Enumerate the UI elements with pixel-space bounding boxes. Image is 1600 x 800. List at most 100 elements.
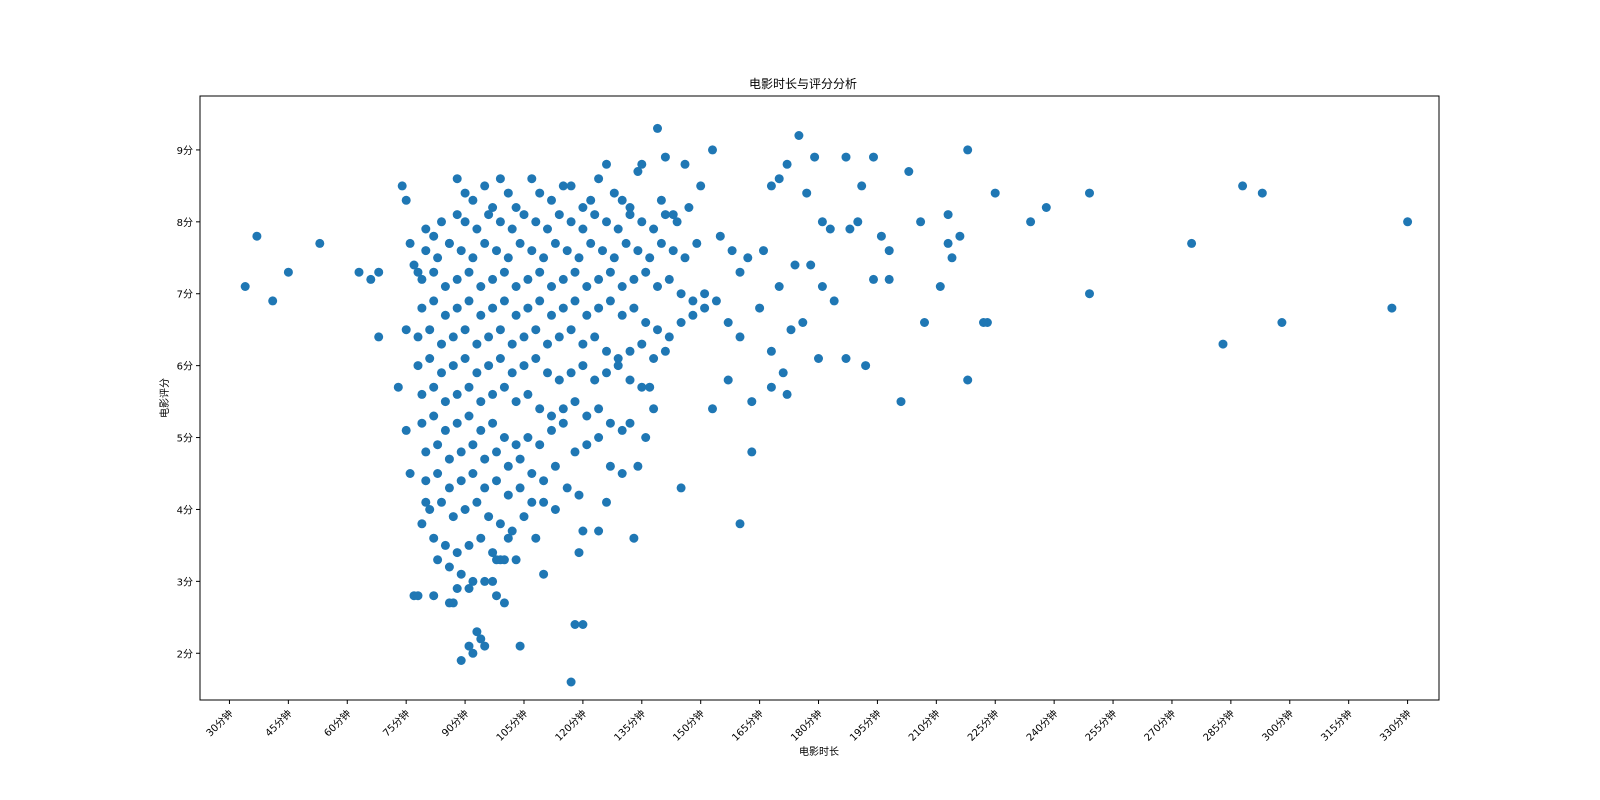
data-point: [429, 296, 439, 306]
data-point: [629, 303, 639, 313]
data-point: [735, 332, 745, 342]
data-point: [845, 224, 855, 234]
data-point: [452, 303, 462, 313]
data-point: [452, 389, 462, 399]
data-point: [252, 231, 262, 241]
data-point: [495, 519, 505, 529]
data-point: [955, 231, 965, 241]
data-point: [700, 303, 710, 313]
data-point: [448, 598, 458, 608]
data-point: [433, 253, 443, 263]
data-point: [735, 519, 745, 529]
data-point: [456, 246, 466, 256]
data-point: [535, 296, 545, 306]
data-point: [499, 296, 509, 306]
data-point: [869, 152, 878, 162]
data-point: [613, 354, 623, 363]
data-point: [660, 210, 670, 220]
data-point: [492, 591, 501, 601]
data-point: [755, 303, 765, 313]
data-point: [495, 174, 505, 184]
data-point: [688, 296, 698, 306]
data-point: [495, 217, 505, 227]
data-point: [499, 555, 509, 565]
data-point: [397, 181, 407, 191]
data-point: [782, 389, 792, 399]
data-point: [401, 325, 411, 335]
data-point: [437, 368, 446, 378]
data-point: [766, 181, 776, 191]
data-point: [904, 167, 914, 176]
data-point: [433, 440, 443, 450]
data-point: [523, 274, 533, 284]
data-point: [566, 181, 576, 191]
data-point: [527, 246, 537, 256]
y-axis: 2分 3分 4分 5分 6分 7分 8分 9分: [177, 145, 200, 660]
data-point: [409, 260, 419, 270]
data-point: [660, 152, 670, 162]
data-point: [448, 361, 458, 371]
data-point: [468, 469, 478, 478]
data-point: [480, 641, 490, 651]
data-point: [747, 447, 757, 457]
data-point: [594, 526, 604, 536]
data-point: [499, 267, 509, 277]
data-point: [507, 339, 517, 349]
data-point: [979, 318, 988, 327]
data-point: [488, 389, 498, 399]
data-point: [570, 296, 580, 306]
data-point: [711, 296, 721, 306]
data-point: [578, 339, 588, 349]
data-point: [688, 310, 698, 320]
data-point: [547, 195, 556, 205]
data-point: [935, 282, 945, 291]
data-point: [464, 641, 474, 651]
data-point: [841, 152, 851, 162]
data-point: [401, 425, 411, 435]
data-point: [613, 361, 623, 371]
data-point: [421, 476, 431, 486]
data-point: [421, 224, 431, 234]
data-point: [586, 238, 596, 248]
data-point: [519, 512, 529, 522]
data-point: [747, 397, 757, 407]
data-point: [484, 512, 494, 522]
data-point: [476, 397, 486, 407]
data-point: [547, 282, 556, 291]
data-point: [460, 217, 470, 227]
data-point: [884, 274, 894, 284]
data-point: [444, 562, 454, 572]
data-point: [633, 246, 643, 256]
data-point: [696, 181, 706, 191]
data-point: [499, 598, 509, 608]
data-point: [869, 274, 878, 284]
data-point: [1257, 188, 1267, 198]
y-tick-label: 6分: [177, 361, 193, 373]
data-point: [480, 181, 490, 191]
data-point: [884, 246, 894, 256]
data-point: [605, 418, 615, 428]
data-point: [464, 584, 474, 593]
data-point: [947, 253, 957, 263]
y-axis-label: 电影评分: [158, 378, 171, 418]
data-point: [649, 404, 659, 414]
data-point: [660, 346, 670, 356]
data-point: [798, 318, 808, 327]
data-point: [472, 339, 482, 349]
data-point: [480, 483, 490, 493]
data-point: [495, 325, 505, 335]
data-point: [594, 433, 604, 442]
data-point: [625, 346, 635, 356]
data-point: [440, 310, 450, 320]
data-point: [429, 382, 439, 392]
data-point: [503, 461, 513, 471]
data-point: [468, 195, 478, 205]
data-point: [417, 389, 427, 399]
data-point: [649, 354, 659, 363]
data-point: [637, 339, 647, 349]
plot-frame: [199, 95, 1440, 701]
data-point: [656, 238, 666, 248]
data-point: [574, 548, 584, 558]
data-point: [605, 267, 615, 277]
data-point: [759, 246, 768, 256]
